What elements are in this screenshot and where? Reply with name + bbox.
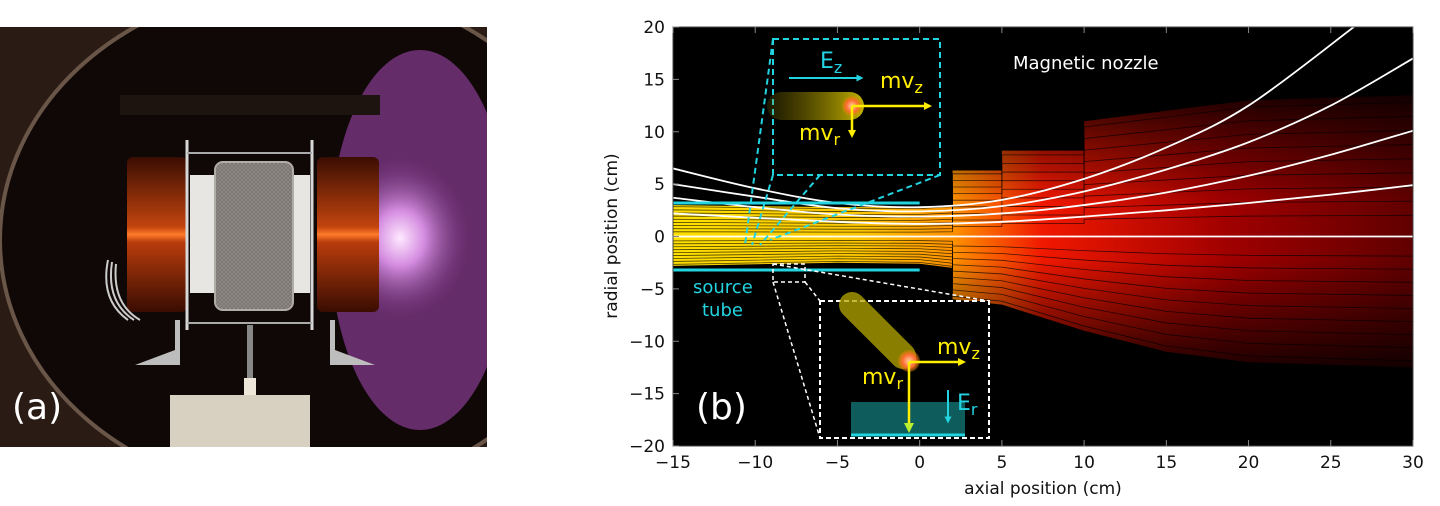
- mvz-label: mvz: [880, 69, 923, 97]
- photo-thruster: [0, 27, 487, 447]
- y-tick-label: 0: [654, 228, 665, 248]
- ez-label: Ez: [820, 49, 842, 77]
- coil-right: [317, 157, 379, 312]
- panel-b-label: (b): [696, 387, 747, 428]
- x-tick-label: 15: [1156, 453, 1178, 473]
- rf-antenna-mesh: [214, 161, 294, 311]
- density-contour-line: [673, 186, 1413, 283]
- source-tube-label-1: source: [693, 277, 753, 298]
- mvr-label: mvr: [862, 365, 903, 393]
- x-tick-label: −15: [655, 453, 691, 473]
- mvr-label: mvr: [799, 121, 840, 149]
- y-tick-label: 20: [643, 18, 665, 38]
- y-tick-label: 10: [643, 123, 665, 143]
- density-contour-line: [673, 214, 1413, 257]
- field-line: [673, 27, 1355, 209]
- y-axis-label: radial position (cm): [602, 153, 622, 318]
- ion-trail: [767, 92, 864, 120]
- y-tick-label: −10: [629, 332, 665, 352]
- x-tick-label: 25: [1320, 453, 1342, 473]
- mounting-frame: [120, 95, 380, 115]
- y-tick-label: −15: [629, 385, 665, 405]
- source-tube-label-2: tube: [702, 300, 743, 321]
- x-tick-label: 10: [1073, 453, 1095, 473]
- x-tick-label: 0: [914, 453, 925, 473]
- mvz-label: mvz: [937, 335, 980, 363]
- y-tick-label: −5: [640, 280, 665, 300]
- magnetic-nozzle-label: Magnetic nozzle: [1013, 53, 1159, 74]
- x-tick-label: −10: [737, 453, 773, 473]
- source-tube: [673, 201, 920, 272]
- top-inset: Ez mvz mvr: [744, 38, 941, 246]
- field-line: [673, 184, 1413, 225]
- density-contour-line: [673, 172, 1413, 296]
- y-tick-label: 15: [643, 70, 665, 90]
- x-tick-label: 30: [1402, 453, 1424, 473]
- x-tick-label: 20: [1238, 453, 1260, 473]
- er-label: Er: [957, 391, 978, 419]
- y-tick-label: −20: [629, 437, 665, 457]
- bottom-inset: mvz mvr Er: [772, 263, 990, 439]
- x-tick-label: 5: [996, 453, 1007, 473]
- panel-a-label: (a): [12, 387, 62, 428]
- field-line: [673, 129, 1413, 218]
- x-tick-label: −5: [825, 453, 850, 473]
- coil-left: [127, 157, 187, 312]
- density-contour-map: [673, 89, 1413, 373]
- y-tick-label: 5: [654, 175, 665, 195]
- ion-trail: [839, 292, 916, 369]
- x-axis-label: axial position (cm): [964, 479, 1122, 499]
